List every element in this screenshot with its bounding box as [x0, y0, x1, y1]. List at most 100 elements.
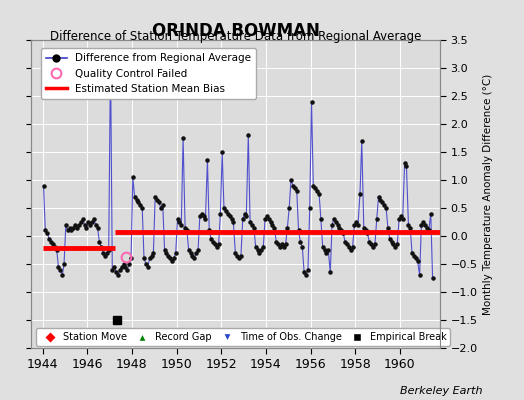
Point	[95, 238, 104, 245]
Point	[66, 224, 74, 231]
Point	[376, 196, 385, 203]
Point	[279, 244, 288, 250]
Point	[402, 163, 411, 169]
Point	[369, 244, 377, 250]
Point	[175, 219, 183, 225]
Point	[391, 244, 399, 250]
Point	[88, 219, 96, 225]
Title: ORINDA BOWMAN: ORINDA BOWMAN	[152, 22, 320, 40]
Point	[97, 244, 105, 250]
Point	[73, 224, 81, 231]
Point	[373, 216, 381, 222]
Point	[166, 255, 174, 262]
Point	[160, 247, 169, 253]
Point	[380, 202, 388, 208]
Point	[429, 275, 437, 281]
Point	[79, 216, 87, 222]
Point	[423, 224, 431, 231]
Point	[142, 261, 150, 267]
Point	[140, 255, 148, 262]
Point	[265, 216, 273, 222]
Point	[205, 227, 213, 234]
Point	[86, 222, 94, 228]
Point	[424, 227, 433, 234]
Point	[123, 266, 132, 273]
Point	[173, 216, 182, 222]
Point	[255, 250, 264, 256]
Point	[235, 255, 243, 262]
Point	[339, 230, 347, 236]
Point	[266, 219, 275, 225]
Point	[168, 258, 176, 264]
Point	[350, 222, 358, 228]
Point	[398, 216, 407, 222]
Point	[362, 227, 370, 234]
Point	[388, 238, 396, 245]
Text: Difference of Station Temperature Data from Regional Average: Difference of Station Temperature Data f…	[50, 30, 421, 43]
Point	[212, 244, 221, 250]
Point	[274, 241, 282, 248]
Point	[321, 247, 329, 253]
Point	[374, 194, 383, 200]
Point	[359, 224, 368, 231]
Point	[237, 252, 245, 259]
Point	[400, 160, 409, 166]
Point	[257, 247, 266, 253]
Point	[220, 205, 228, 211]
Point	[207, 236, 215, 242]
Point	[268, 222, 277, 228]
Point	[130, 194, 139, 200]
Point	[345, 244, 353, 250]
Point	[326, 269, 334, 276]
Point	[136, 202, 145, 208]
Point	[291, 185, 299, 192]
Point	[238, 216, 247, 222]
Point	[250, 224, 258, 231]
Point	[419, 219, 428, 225]
Point	[416, 272, 424, 278]
Point	[346, 247, 355, 253]
Point	[322, 250, 331, 256]
Point	[162, 250, 170, 256]
Point	[365, 238, 374, 245]
Point	[357, 138, 366, 144]
Point	[63, 227, 72, 234]
Point	[333, 222, 342, 228]
Point	[382, 205, 390, 211]
Point	[147, 252, 156, 259]
Y-axis label: Monthly Temperature Anomaly Difference (°C): Monthly Temperature Anomaly Difference (…	[483, 73, 493, 315]
Point	[56, 266, 64, 273]
Point	[71, 222, 80, 228]
Point	[389, 241, 398, 248]
Point	[283, 224, 291, 231]
Point	[222, 208, 230, 214]
Point	[241, 210, 249, 217]
Point	[315, 191, 323, 197]
Point	[316, 216, 325, 222]
Point	[335, 224, 344, 231]
Point	[45, 236, 53, 242]
Point	[218, 149, 226, 155]
Point	[348, 244, 357, 250]
Point	[201, 216, 210, 222]
Point	[287, 177, 295, 183]
Point	[144, 264, 152, 270]
Point	[211, 241, 219, 248]
Point	[427, 210, 435, 217]
Point	[393, 241, 401, 248]
Point	[179, 135, 187, 141]
Point	[155, 199, 163, 206]
Point	[190, 255, 199, 262]
Point	[183, 227, 191, 234]
Point	[305, 205, 314, 211]
Point	[298, 244, 307, 250]
Point	[69, 224, 78, 231]
Point	[177, 222, 185, 228]
Point	[386, 236, 394, 242]
Point	[313, 188, 321, 194]
Point	[129, 174, 137, 180]
Point	[311, 185, 320, 192]
Point	[119, 261, 128, 267]
Point	[90, 216, 98, 222]
Point	[406, 224, 414, 231]
